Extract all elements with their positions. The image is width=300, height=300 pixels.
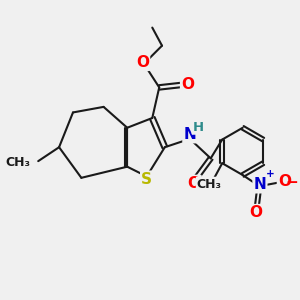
Text: CH₃: CH₃ <box>5 156 30 169</box>
Text: O: O <box>188 176 200 191</box>
Text: O: O <box>136 55 149 70</box>
Text: O: O <box>181 77 194 92</box>
Text: −: − <box>286 175 298 190</box>
Text: N: N <box>254 177 266 192</box>
Text: +: + <box>266 169 274 179</box>
Text: CH₃: CH₃ <box>197 178 222 191</box>
Text: H: H <box>193 121 204 134</box>
Text: O: O <box>250 205 262 220</box>
Text: S: S <box>141 172 152 187</box>
Text: N: N <box>184 127 196 142</box>
Text: O: O <box>278 174 291 189</box>
